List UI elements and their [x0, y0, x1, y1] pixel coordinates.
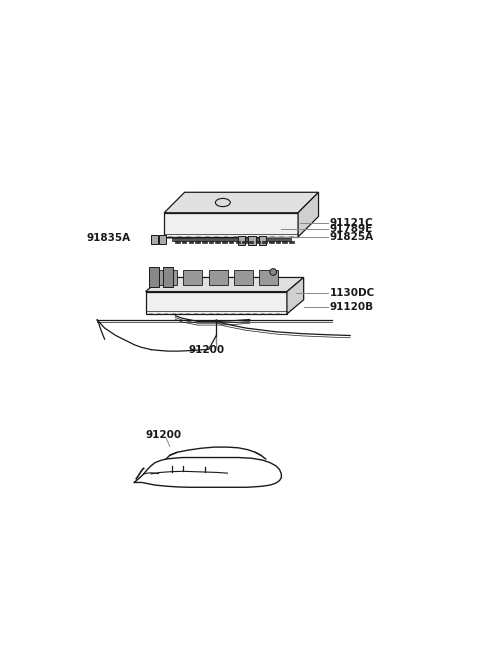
- FancyBboxPatch shape: [259, 271, 278, 284]
- FancyBboxPatch shape: [182, 240, 186, 243]
- FancyBboxPatch shape: [209, 240, 213, 243]
- FancyBboxPatch shape: [151, 235, 158, 244]
- FancyBboxPatch shape: [202, 240, 206, 243]
- FancyBboxPatch shape: [163, 267, 173, 287]
- FancyBboxPatch shape: [238, 236, 245, 245]
- Text: 91835A: 91835A: [86, 233, 130, 243]
- Text: 91120B: 91120B: [330, 302, 374, 312]
- FancyBboxPatch shape: [256, 240, 260, 243]
- FancyBboxPatch shape: [216, 240, 220, 243]
- FancyBboxPatch shape: [183, 271, 202, 284]
- FancyBboxPatch shape: [249, 240, 253, 243]
- Ellipse shape: [216, 198, 230, 206]
- Text: 91789E: 91789E: [330, 225, 373, 235]
- Polygon shape: [164, 213, 298, 237]
- Text: 1130DC: 1130DC: [330, 288, 375, 298]
- Text: 91825A: 91825A: [330, 232, 374, 242]
- FancyBboxPatch shape: [229, 240, 233, 243]
- FancyBboxPatch shape: [149, 267, 159, 287]
- FancyBboxPatch shape: [209, 271, 228, 284]
- FancyBboxPatch shape: [263, 240, 267, 243]
- FancyBboxPatch shape: [289, 240, 294, 243]
- Polygon shape: [145, 277, 304, 292]
- FancyBboxPatch shape: [242, 240, 247, 243]
- FancyBboxPatch shape: [248, 236, 256, 245]
- Ellipse shape: [270, 269, 276, 275]
- Polygon shape: [164, 193, 319, 213]
- FancyBboxPatch shape: [282, 240, 287, 243]
- FancyBboxPatch shape: [259, 236, 266, 245]
- FancyBboxPatch shape: [234, 271, 253, 284]
- FancyBboxPatch shape: [189, 240, 193, 243]
- Text: 91200: 91200: [145, 430, 182, 440]
- FancyBboxPatch shape: [159, 235, 166, 244]
- FancyBboxPatch shape: [276, 240, 280, 243]
- FancyBboxPatch shape: [236, 240, 240, 243]
- Polygon shape: [298, 193, 319, 237]
- FancyBboxPatch shape: [222, 240, 227, 243]
- Text: 91121C: 91121C: [330, 217, 373, 228]
- FancyBboxPatch shape: [269, 240, 274, 243]
- Text: 91200: 91200: [189, 346, 225, 355]
- FancyBboxPatch shape: [195, 240, 200, 243]
- FancyBboxPatch shape: [158, 271, 177, 284]
- FancyBboxPatch shape: [175, 240, 180, 243]
- Polygon shape: [172, 238, 290, 241]
- Polygon shape: [287, 277, 304, 314]
- Polygon shape: [145, 292, 287, 314]
